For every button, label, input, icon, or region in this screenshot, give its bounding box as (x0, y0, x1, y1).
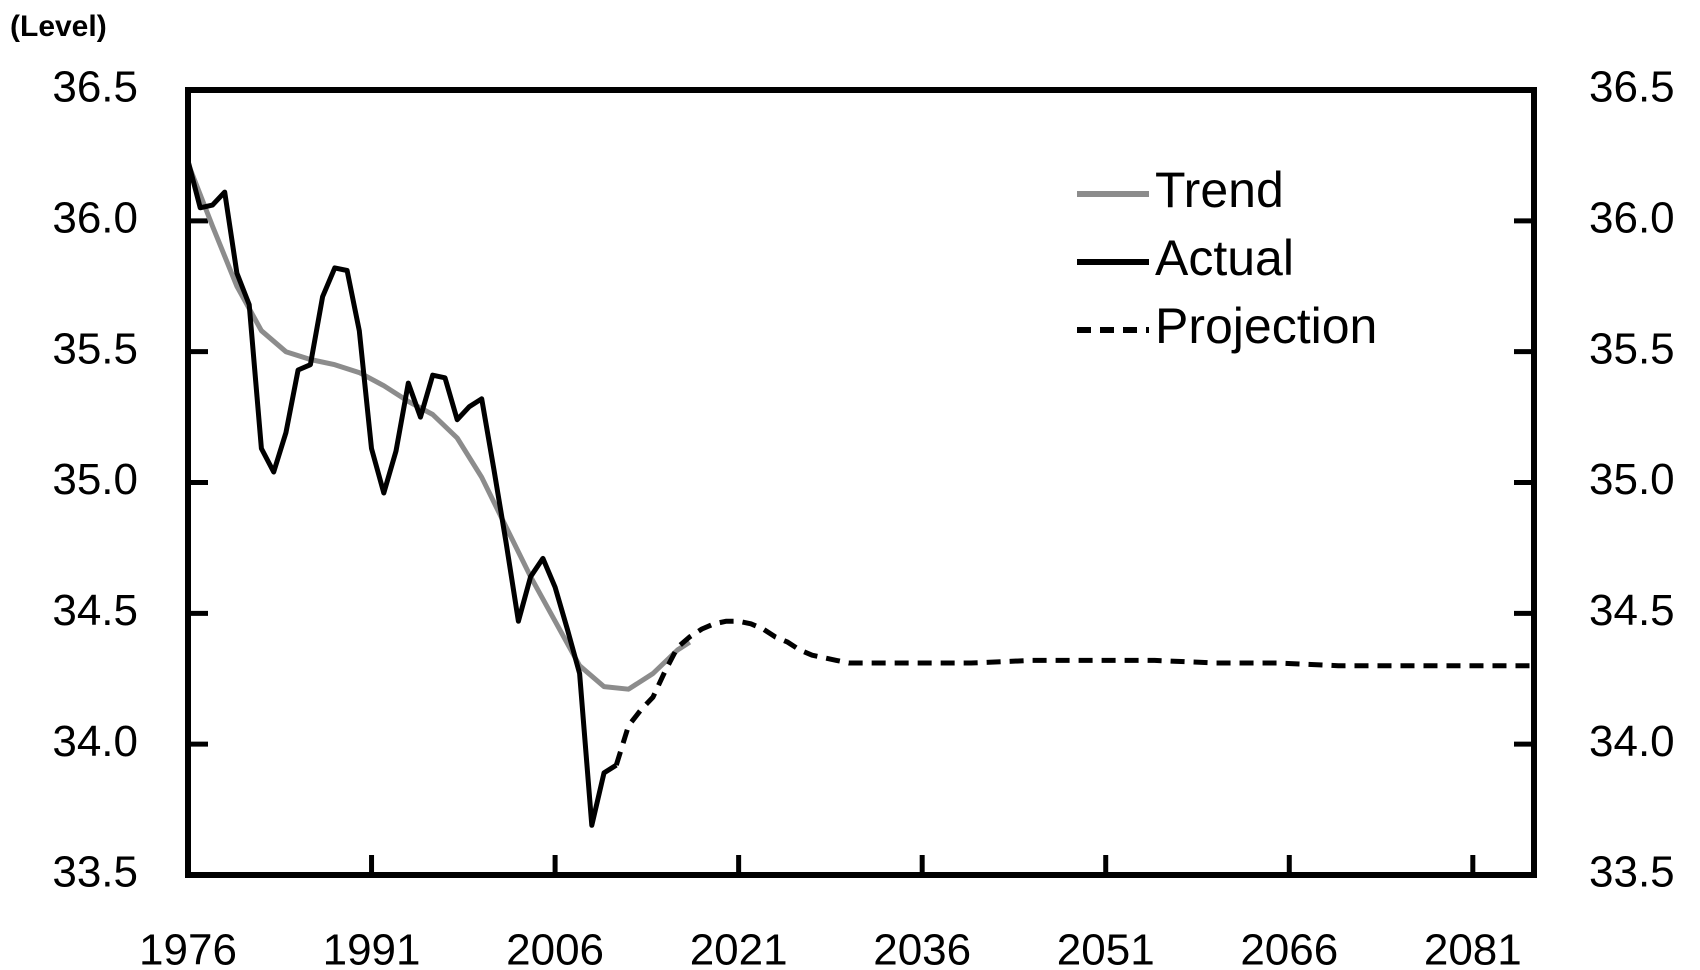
y2-tick-label: 36.0 (1589, 193, 1675, 242)
data-line (185, 160, 618, 828)
x-tick-label: 2051 (1057, 926, 1155, 970)
y2-tick-label: 35.0 (1589, 455, 1675, 504)
data-line (613, 618, 1534, 766)
plot-frame (185, 87, 1537, 878)
y2-tick-label: 34.0 (1589, 717, 1675, 766)
x-tick-label: 2021 (690, 926, 788, 970)
unit-label: (Level) (10, 10, 107, 43)
y-tick-label: 34.0 (52, 717, 138, 766)
y2-tick-label: 34.5 (1589, 586, 1675, 635)
y-tick-label: 35.0 (52, 455, 138, 504)
x-tick-label: 1991 (323, 926, 421, 970)
y-tick-label: 34.5 (52, 586, 138, 635)
legend-label: Trend (1155, 162, 1284, 218)
y-tick-label: 36.5 (52, 63, 138, 112)
legend-label: Projection (1155, 298, 1377, 354)
y-tick-label: 36.0 (52, 193, 138, 242)
y-tick-label: 35.5 (52, 324, 138, 373)
x-tick-label: 2036 (873, 926, 971, 970)
data-line (185, 162, 692, 692)
legend-label: Actual (1155, 230, 1294, 286)
x-tick-label: 1976 (139, 926, 237, 970)
y-tick-label: 33.5 (52, 848, 138, 897)
x-tick-label: 2006 (506, 926, 604, 970)
y2-tick-label: 33.5 (1589, 848, 1675, 897)
x-tick-label: 2066 (1240, 926, 1338, 970)
x-tick-label: 2081 (1424, 926, 1522, 970)
y2-tick-label: 36.5 (1589, 63, 1675, 112)
y2-tick-label: 35.5 (1589, 324, 1675, 373)
